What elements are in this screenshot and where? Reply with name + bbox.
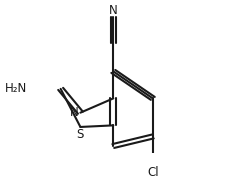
Text: H₂N: H₂N: [5, 82, 28, 95]
Text: Cl: Cl: [147, 166, 159, 178]
Text: S: S: [77, 128, 84, 141]
Text: N: N: [70, 106, 78, 119]
Text: N: N: [109, 4, 118, 17]
